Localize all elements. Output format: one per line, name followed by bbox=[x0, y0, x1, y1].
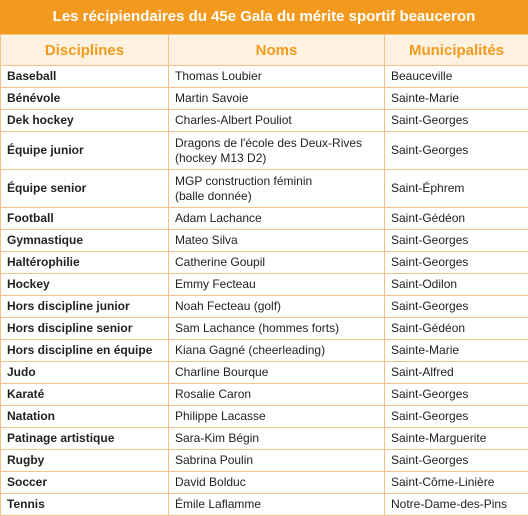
municipality-cell: Notre-Dame-des-Pins bbox=[385, 494, 528, 516]
discipline-cell: Hors discipline senior bbox=[1, 318, 169, 340]
name-cell: Sara-Kim Bégin bbox=[169, 428, 385, 450]
municipality-cell: Saint-Côme-Linière bbox=[385, 472, 528, 494]
name-cell: Martin Savoie bbox=[169, 88, 385, 110]
discipline-cell: Natation bbox=[1, 406, 169, 428]
municipality-cell: Saint-Gédéon bbox=[385, 318, 528, 340]
discipline-cell: Dek hockey bbox=[1, 110, 169, 132]
name-cell: Rosalie Caron bbox=[169, 384, 385, 406]
municipality-cell: Saint-Gédéon bbox=[385, 208, 528, 230]
title-bar: Les récipiendaires du 45e Gala du mérite… bbox=[0, 0, 528, 34]
discipline-cell: Équipe senior bbox=[1, 170, 169, 208]
name-cell: Kiana Gagné (cheerleading) bbox=[169, 340, 385, 362]
municipality-cell: Saint-Georges bbox=[385, 132, 528, 170]
discipline-cell: Bénévole bbox=[1, 88, 169, 110]
discipline-cell: Patinage artistique bbox=[1, 428, 169, 450]
name-cell: Sabrina Poulin bbox=[169, 450, 385, 472]
column-header: Municipalités bbox=[385, 35, 528, 66]
name-cell: Emmy Fecteau bbox=[169, 274, 385, 296]
discipline-cell: Hors discipline junior bbox=[1, 296, 169, 318]
municipality-cell: Saint-Éphrem bbox=[385, 170, 528, 208]
municipality-cell: Saint-Georges bbox=[385, 296, 528, 318]
municipality-cell: Saint-Georges bbox=[385, 384, 528, 406]
municipality-cell: Saint-Alfred bbox=[385, 362, 528, 384]
municipality-cell: Beauceville bbox=[385, 66, 528, 88]
discipline-cell: Équipe junior bbox=[1, 132, 169, 170]
discipline-cell: Baseball bbox=[1, 66, 169, 88]
name-cell: Adam Lachance bbox=[169, 208, 385, 230]
municipality-cell: Sainte-Marie bbox=[385, 88, 528, 110]
discipline-cell: Rugby bbox=[1, 450, 169, 472]
name-cell: MGP construction féminin (balle donnée) bbox=[169, 170, 385, 208]
municipality-cell: Sainte-Marguerite bbox=[385, 428, 528, 450]
discipline-cell: Karaté bbox=[1, 384, 169, 406]
municipality-cell: Saint-Odilon bbox=[385, 274, 528, 296]
name-cell: Mateo Silva bbox=[169, 230, 385, 252]
name-cell: Émile Laflamme bbox=[169, 494, 385, 516]
name-cell: Charline Bourque bbox=[169, 362, 385, 384]
discipline-cell: Hors discipline en équipe bbox=[1, 340, 169, 362]
column-header: Noms bbox=[169, 35, 385, 66]
name-cell: Sam Lachance (hommes forts) bbox=[169, 318, 385, 340]
discipline-cell: Judo bbox=[1, 362, 169, 384]
municipality-cell: Saint-Georges bbox=[385, 450, 528, 472]
name-cell: Dragons de l'école des Deux-Rives (hocke… bbox=[169, 132, 385, 170]
name-cell: Thomas Loubier bbox=[169, 66, 385, 88]
name-cell: Catherine Goupil bbox=[169, 252, 385, 274]
discipline-cell: Haltérophilie bbox=[1, 252, 169, 274]
municipality-cell: Sainte-Marie bbox=[385, 340, 528, 362]
column-header: Disciplines bbox=[1, 35, 169, 66]
municipality-cell: Saint-Georges bbox=[385, 406, 528, 428]
municipality-cell: Saint-Georges bbox=[385, 252, 528, 274]
discipline-cell: Tennis bbox=[1, 494, 169, 516]
name-cell: David Bolduc bbox=[169, 472, 385, 494]
discipline-cell: Gymnastique bbox=[1, 230, 169, 252]
name-cell: Charles-Albert Pouliot bbox=[169, 110, 385, 132]
municipality-cell: Saint-Georges bbox=[385, 230, 528, 252]
name-cell: Noah Fecteau (golf) bbox=[169, 296, 385, 318]
municipality-cell: Saint-Georges bbox=[385, 110, 528, 132]
name-cell: Philippe Lacasse bbox=[169, 406, 385, 428]
discipline-cell: Soccer bbox=[1, 472, 169, 494]
discipline-cell: Hockey bbox=[1, 274, 169, 296]
discipline-cell: Football bbox=[1, 208, 169, 230]
